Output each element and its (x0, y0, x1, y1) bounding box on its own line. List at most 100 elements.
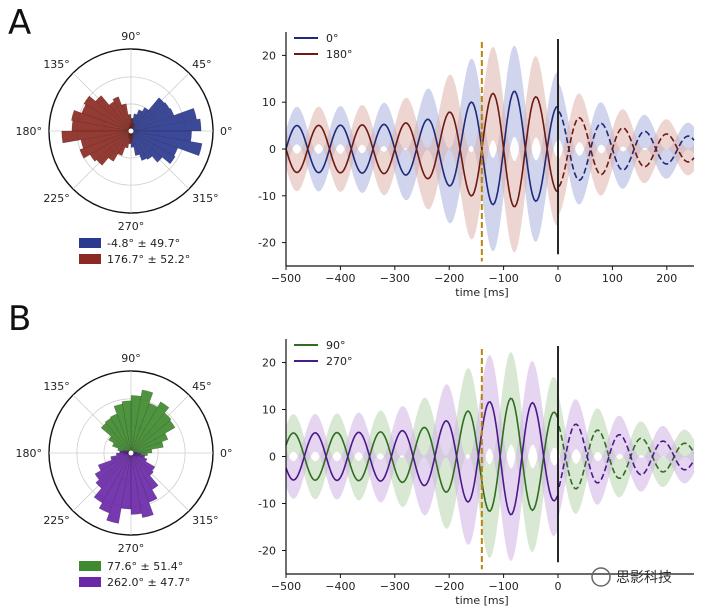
polar-bar (61, 130, 132, 144)
polar-bar (130, 395, 142, 454)
x-tick-label: 100 (602, 272, 623, 285)
polar-bar (130, 452, 154, 518)
legend-label: 262.0° ± 47.7° (107, 576, 190, 589)
polar-bar (116, 452, 132, 456)
polar-angle-label: 180° (16, 447, 43, 460)
x-tick-label: −200 (434, 272, 464, 285)
x-tick-label: −200 (434, 580, 464, 593)
polar-bar (117, 130, 132, 156)
polar-bar (79, 130, 132, 159)
polar-bar (121, 452, 132, 510)
y-tick-label: -20 (258, 545, 276, 558)
polar-bar (130, 130, 163, 163)
polar-angle-label: 90° (121, 352, 141, 365)
x-tick-label: 0 (555, 272, 562, 285)
polar-bar (130, 97, 165, 132)
polar-bar (94, 452, 132, 481)
polar-angle-label: 180° (16, 125, 43, 138)
legend-label: 0° (326, 32, 339, 45)
polar-bar (95, 95, 132, 132)
polar-histogram-a: 90° 45° 0° 315° 270° 225° 180° 135° -4.8° ± 49.7… (16, 30, 233, 266)
line-chart-b: 20 10 0 -10 -20 −500 −400 −300 −200 −100 0 time [ms… (258, 339, 695, 606)
x-tick-label: −400 (325, 580, 355, 593)
polar-bar (130, 441, 164, 454)
polar-bar (104, 417, 132, 454)
polar-bar (93, 452, 132, 504)
polar-bar (130, 130, 148, 161)
polar-bar (112, 96, 132, 132)
y-tick-label: -10 (258, 190, 276, 203)
polar-bar (100, 422, 132, 454)
polar-bar (130, 420, 176, 454)
x-tick-label: 0 (555, 580, 562, 593)
polar-bar (112, 442, 132, 454)
legend-label: 90° (326, 339, 346, 352)
watermark-icon (591, 567, 611, 587)
y-tick-label: 20 (262, 357, 276, 370)
polar-angle-label: 0° (220, 447, 233, 460)
series-line-dashed (558, 116, 695, 187)
polar-angle-label: 225° (43, 192, 70, 205)
watermark-text: 思影科技 (616, 570, 672, 586)
polar-bar (130, 452, 146, 459)
polar-bar (71, 110, 132, 132)
series-line (285, 397, 559, 513)
polar-bar (121, 400, 132, 454)
legend-label: 176.7° ± 52.2° (107, 253, 190, 266)
polar-angle-label: 135° (43, 58, 70, 71)
series-line-dashed (558, 423, 695, 488)
legend-label: 180° (326, 48, 353, 61)
polar-angle-label: 90° (121, 30, 141, 43)
legend-label: 270° (326, 355, 353, 368)
polar-bar (130, 130, 192, 142)
polar-bar (121, 103, 132, 132)
polar-bar (127, 114, 132, 132)
polar-bar (130, 452, 156, 472)
polar-bar (124, 130, 132, 149)
polar-angle-label: 270° (118, 542, 145, 555)
x-tick-label: −300 (380, 580, 410, 593)
y-tick-label: 0 (269, 143, 276, 156)
legend-swatch (79, 561, 101, 571)
panel-letter-b: B (8, 299, 31, 339)
x-tick-label: −500 (271, 272, 301, 285)
polar-bar (108, 101, 132, 132)
polar-bar (130, 452, 159, 490)
polar-center-dot (128, 128, 134, 134)
polar-angle-label: 315° (192, 192, 219, 205)
legend-swatch (79, 254, 101, 264)
y-tick-label: 10 (262, 404, 276, 417)
polar-angle-label: 270° (118, 220, 145, 233)
x-tick-label: −400 (325, 272, 355, 285)
polar-bar (130, 107, 197, 132)
polar-center-dot (128, 450, 134, 456)
polar-bar (130, 412, 172, 454)
polar-bar (81, 104, 132, 132)
polar-angle-label: 0° (220, 125, 233, 138)
polar-bar (96, 130, 132, 166)
y-tick-label: -20 (258, 237, 276, 250)
polar-bar (130, 119, 134, 132)
polar-bar (80, 130, 132, 149)
series-band (286, 355, 694, 561)
polar-bar (113, 403, 132, 454)
series-line (285, 90, 558, 206)
legend-label: -4.8° ± 49.7° (107, 237, 180, 250)
polar-bar (130, 389, 154, 454)
polar-bar (130, 452, 158, 503)
polar-bar (130, 102, 170, 132)
watermark: 思影科技 (591, 567, 672, 587)
x-tick-label: −100 (488, 272, 518, 285)
polar-angle-label: 135° (43, 380, 70, 393)
x-tick-label: −500 (271, 580, 301, 593)
polar-bar (109, 413, 132, 454)
polar-bar (110, 452, 132, 461)
polar-bar (130, 130, 153, 160)
y-tick-label: 20 (262, 49, 276, 62)
panel-letter-a: A (8, 3, 31, 43)
x-tick-label: 200 (656, 272, 677, 285)
polar-bar (130, 130, 178, 157)
polar-bar (130, 452, 142, 515)
series-line-dashed (558, 111, 695, 182)
